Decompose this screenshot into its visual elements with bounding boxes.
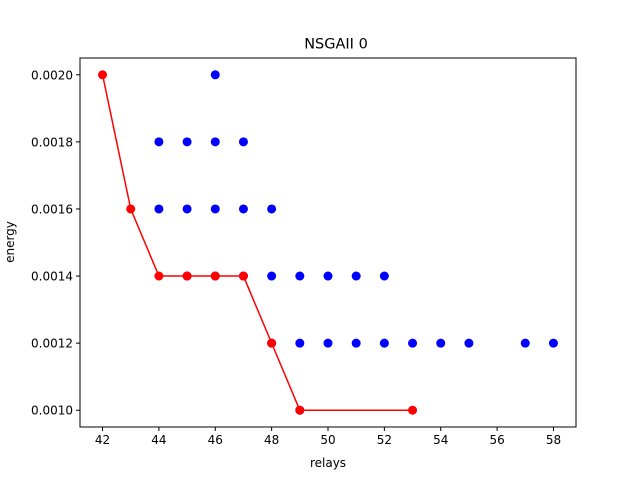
population-point [548, 338, 558, 348]
population-point [210, 137, 220, 147]
population-point [351, 338, 361, 348]
population-point [379, 271, 389, 281]
population-point [295, 271, 305, 281]
population-point [464, 338, 474, 348]
pareto-front-point [238, 271, 248, 281]
population-point [182, 137, 192, 147]
y-tick-label: 0.0012 [31, 337, 73, 351]
x-axis-label: relays [310, 456, 346, 470]
population-point [408, 338, 418, 348]
population-point [379, 338, 389, 348]
y-tick-label: 0.0018 [31, 135, 73, 149]
population-point [520, 338, 530, 348]
population-point [323, 271, 333, 281]
pareto-front-point [295, 405, 305, 415]
x-tick-label: 44 [151, 433, 166, 447]
population-point [436, 338, 446, 348]
plot-frame [79, 57, 577, 428]
x-axis: 42 44 46 48 50 52 54 56 58 [95, 427, 561, 447]
plot-area [80, 58, 576, 427]
population-point [295, 338, 305, 348]
y-axis-label: energy [3, 221, 17, 263]
plot-layer [98, 70, 558, 415]
x-tick-label: 58 [546, 433, 561, 447]
pareto-front-point [154, 271, 164, 281]
population-point [351, 271, 361, 281]
population-point [323, 338, 333, 348]
pareto-front-point [126, 204, 136, 214]
population-point [238, 204, 248, 214]
series-pareto-front [98, 70, 418, 415]
y-tick-label: 0.0014 [31, 270, 73, 284]
pareto-front-point [267, 338, 277, 348]
x-tick-label: 56 [489, 433, 504, 447]
y-tick-label: 0.0016 [31, 202, 73, 216]
pareto-front-point [182, 271, 192, 281]
x-tick-label: 42 [95, 433, 110, 447]
x-tick-label: 46 [208, 433, 223, 447]
population-point [182, 204, 192, 214]
population-point [238, 137, 248, 147]
population-point [210, 70, 220, 80]
x-tick-label: 50 [320, 433, 335, 447]
population-point [267, 204, 277, 214]
x-tick-label: 54 [433, 433, 448, 447]
chart-title: NSGAII 0 [304, 37, 368, 53]
x-tick-label: 52 [377, 433, 392, 447]
pareto-front-point [98, 70, 108, 80]
y-axis: 0.0010 0.0012 0.0014 0.0016 0.0018 0.0020 [31, 68, 80, 418]
pareto-front-point [408, 405, 418, 415]
population-point [210, 204, 220, 214]
population-point [154, 137, 164, 147]
y-tick-label: 0.0010 [31, 404, 73, 418]
y-tick-label: 0.0020 [31, 68, 73, 82]
population-point [267, 271, 277, 281]
pareto-front-point [210, 271, 220, 281]
x-tick-label: 48 [264, 433, 279, 447]
population-point [154, 204, 164, 214]
